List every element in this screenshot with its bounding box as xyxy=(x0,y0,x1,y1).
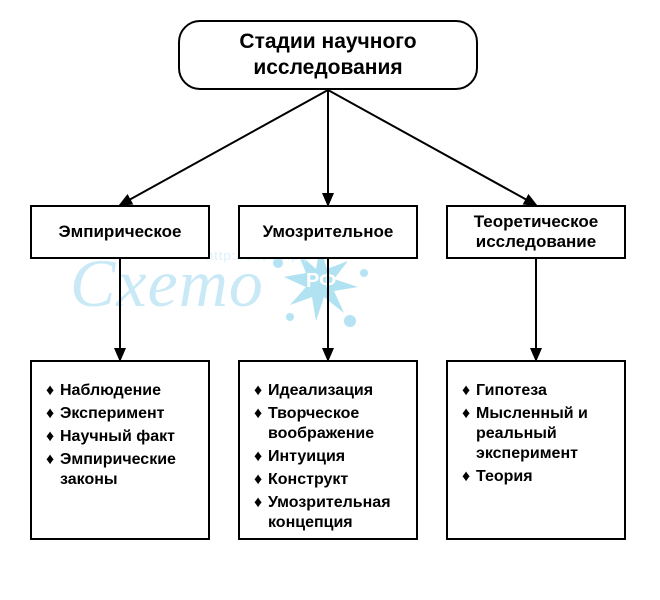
detail-item-text: Эмпирические законы xyxy=(60,450,198,490)
detail-item-text: Гипотеза xyxy=(476,381,547,401)
watermark-badge: РФ xyxy=(306,270,336,293)
detail-item-text: Умозрительная концепция xyxy=(268,493,406,533)
category-speculative: Умозрительное xyxy=(238,205,418,259)
detail-list: ♦Гипотеза♦Мысленный и реальный экспериме… xyxy=(462,378,614,490)
bullet-icon: ♦ xyxy=(46,404,60,424)
detail-item-text: Конструкт xyxy=(268,470,348,490)
detail-item: ♦Творческое воображение xyxy=(254,404,406,444)
bullet-icon: ♦ xyxy=(254,381,268,401)
detail-item: ♦Теория xyxy=(462,467,614,487)
detail-item-text: Наблюдение xyxy=(60,381,161,401)
detail-item: ♦Интуиция xyxy=(254,447,406,467)
category-label: Умозрительное xyxy=(263,222,394,242)
detail-item-text: Эксперимент xyxy=(60,404,164,424)
detail-item: ♦Наблюдение xyxy=(46,381,198,401)
details-empirical: ♦Наблюдение♦Эксперимент♦Научный факт♦Эмп… xyxy=(30,360,210,540)
detail-item: ♦Конструкт xyxy=(254,470,406,490)
detail-item-text: Мысленный и реальный эксперимент xyxy=(476,404,614,464)
detail-list: ♦Наблюдение♦Эксперимент♦Научный факт♦Эмп… xyxy=(46,378,198,493)
detail-item-text: Теория xyxy=(476,467,533,487)
detail-item-text: Научный факт xyxy=(60,427,175,447)
detail-item: ♦Мысленный и реальный эксперимент xyxy=(462,404,614,464)
root-label: Стадии научногоисследования xyxy=(239,29,416,82)
detail-item: ♦Идеализация xyxy=(254,381,406,401)
bullet-icon: ♦ xyxy=(462,381,476,401)
detail-item: ♦Эксперимент xyxy=(46,404,198,424)
detail-list: ♦Идеализация♦Творческое воображение♦Инту… xyxy=(254,378,406,536)
details-theoretical: ♦Гипотеза♦Мысленный и реальный экспериме… xyxy=(446,360,626,540)
root-node: Стадии научногоисследования xyxy=(178,20,478,90)
bullet-icon: ♦ xyxy=(254,404,268,444)
bullet-icon: ♦ xyxy=(254,447,268,467)
detail-item-text: Идеализация xyxy=(268,381,373,401)
details-speculative: ♦Идеализация♦Творческое воображение♦Инту… xyxy=(238,360,418,540)
bullet-icon: ♦ xyxy=(254,493,268,533)
category-theoretical: Теоретическоеисследование xyxy=(446,205,626,259)
detail-item: ♦Эмпирические законы xyxy=(46,450,198,490)
category-label: Теоретическоеисследование xyxy=(474,212,598,253)
detail-item-text: Творческое воображение xyxy=(268,404,406,444)
bullet-icon: ♦ xyxy=(254,470,268,490)
detail-item: ♦Гипотеза xyxy=(462,381,614,401)
detail-item-text: Интуиция xyxy=(268,447,345,467)
bullet-icon: ♦ xyxy=(46,381,60,401)
bullet-icon: ♦ xyxy=(462,404,476,464)
category-empirical: Эмпирическое xyxy=(30,205,210,259)
detail-item: ♦Умозрительная концепция xyxy=(254,493,406,533)
bullet-icon: ♦ xyxy=(462,467,476,487)
detail-item: ♦Научный факт xyxy=(46,427,198,447)
bullet-icon: ♦ xyxy=(46,427,60,447)
category-label: Эмпирическое xyxy=(59,222,182,242)
bullet-icon: ♦ xyxy=(46,450,60,490)
